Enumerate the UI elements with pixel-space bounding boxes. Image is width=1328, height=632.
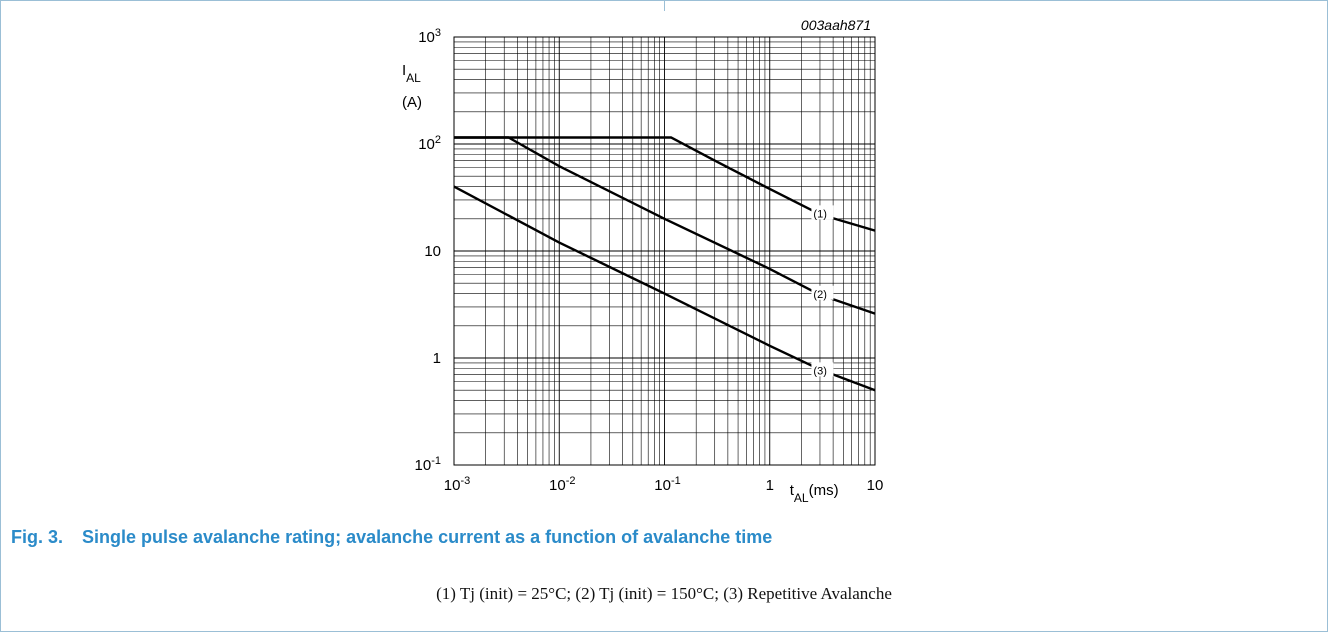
series-label-3: (3) [813,365,826,377]
y-axis-label: IAL [402,62,421,85]
top-divider [664,1,665,11]
y-tick-label: 102 [418,134,441,153]
grid-lines [453,37,875,466]
series-label-1: (1) [813,208,826,220]
x-tick-label: 10 [867,477,884,494]
x-tick-label: 10-3 [444,475,470,494]
plot-border [453,36,876,466]
x-tick-label-exponent: -3 [460,475,470,487]
x-axis-label-sub: AL [794,491,809,505]
x-axis-label: tAL(ms) [790,482,839,505]
series-label-2: (2) [813,289,826,301]
y-tick-label-exponent: 2 [435,134,441,146]
figure-caption: Fig. 3. Single pulse avalanche rating; av… [11,527,772,548]
x-tick-label-exponent: -1 [671,475,681,487]
y-tick-label: 10-1 [415,455,441,474]
series-label-bg-1 [811,205,834,220]
legend-note: (1) Tj (init) = 25°C; (2) Tj (init) = 15… [436,584,892,603]
x-tick-label: 10-1 [654,475,680,494]
series-label-bg-2 [811,285,834,300]
x-axis-unit: (ms) [809,482,839,499]
y-axis-unit: (A) [402,94,422,111]
y-tick-label: 103 [418,27,441,46]
y-tick-label-exponent: -1 [431,455,441,467]
y-tick-label: 1 [433,350,441,367]
y-axis-label-sub: AL [406,71,421,85]
x-tick-label: 1 [766,477,774,494]
x-tick-label: 10-2 [549,475,575,494]
y-tick-label-exponent: 3 [435,27,441,39]
figure-code: 003aah871 [801,17,871,33]
y-tick-label: 10 [424,243,441,260]
figure-caption-text: Single pulse avalanche rating; avalanche… [82,527,773,547]
x-tick-label-exponent: -2 [566,475,576,487]
figure-number: Fig. 3. [11,527,64,547]
series-label-bg-3 [811,362,834,377]
